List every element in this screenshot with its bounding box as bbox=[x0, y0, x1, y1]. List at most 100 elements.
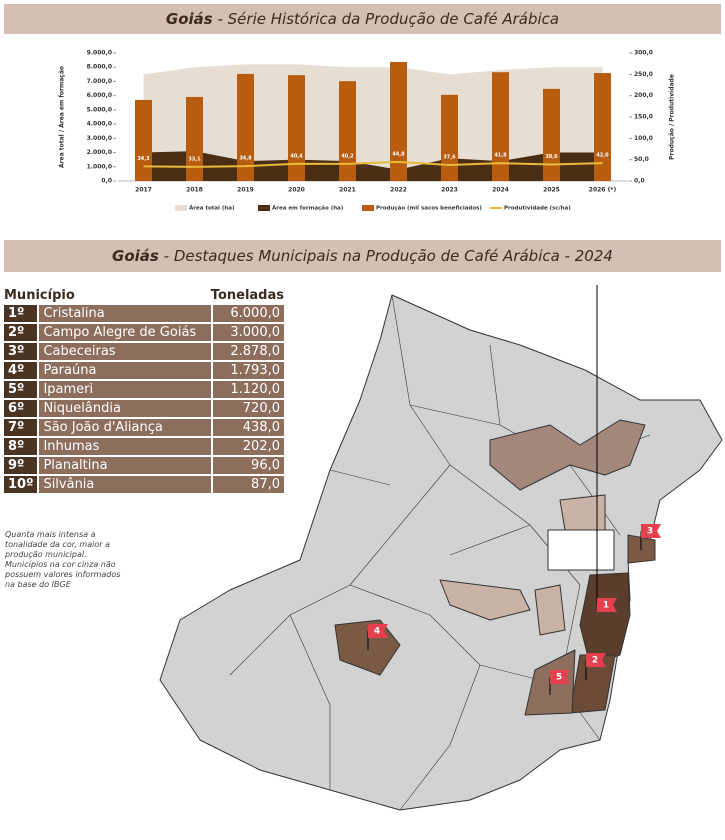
table-row: 10º Silvânia 87,0 bbox=[4, 476, 284, 493]
data-label: 34,3 bbox=[137, 156, 150, 162]
header-bottom: Goiás - Destaques Municipais na Produção… bbox=[4, 240, 721, 272]
region-cristalina bbox=[579, 572, 631, 666]
bar bbox=[390, 61, 407, 181]
y-tick-label: 5.000,0 bbox=[87, 106, 112, 113]
marker-label: 5 bbox=[556, 673, 562, 683]
y-axis-title: Área total / Área em formação bbox=[59, 66, 66, 168]
y-tick-label: 7.000,0 bbox=[87, 78, 112, 85]
data-label: 40,2 bbox=[341, 153, 354, 159]
table-row: 8º Inhumas 202,0 bbox=[4, 438, 284, 455]
federal-district bbox=[547, 529, 615, 571]
municipality: São João d'Aliança bbox=[37, 419, 211, 436]
header-strong: Goiás bbox=[112, 247, 159, 265]
rank: 4º bbox=[4, 362, 38, 379]
rank: 3º bbox=[4, 343, 38, 360]
column-header: Município bbox=[4, 288, 75, 303]
y-tick-label: 6.000,0 bbox=[87, 92, 112, 99]
x-tick-label: 2019 bbox=[237, 187, 254, 194]
municipality: Niquelândia bbox=[37, 400, 211, 417]
y-tick-label: 4.000,0 bbox=[87, 121, 112, 128]
y2-tick-label: 150,0 bbox=[634, 114, 653, 121]
y2-tick-label: 250,0 bbox=[634, 71, 653, 78]
legend-swatch bbox=[258, 205, 270, 211]
data-label: 37,6 bbox=[443, 154, 456, 160]
y-tick-label: 3.000,0 bbox=[87, 135, 112, 142]
x-tick-label: 2021 bbox=[339, 187, 356, 194]
marker: 5 bbox=[549, 670, 570, 695]
x-tick-label: 2017 bbox=[135, 187, 152, 194]
header-text: - Série Histórica da Produção de Café Ar… bbox=[217, 10, 560, 28]
data-label: 40,4 bbox=[290, 153, 303, 159]
municipality: Inhumas bbox=[37, 438, 211, 455]
tonnes: 6.000,0 bbox=[210, 305, 284, 322]
bar bbox=[594, 73, 611, 181]
data-label: 33,1 bbox=[188, 156, 201, 162]
bar bbox=[441, 94, 458, 181]
bar bbox=[237, 73, 254, 181]
map-note: Quanta mais intensa a tonalidade da cor,… bbox=[5, 530, 121, 589]
municipality: Ipameri bbox=[37, 381, 211, 398]
tonnes: 96,0 bbox=[210, 457, 284, 474]
bar bbox=[339, 81, 356, 181]
y-tick-label: 0,0 bbox=[101, 178, 112, 185]
x-tick-label: 2020 bbox=[288, 187, 305, 194]
legend-swatch bbox=[175, 205, 187, 211]
bar bbox=[186, 96, 203, 181]
header-top: Goiás - Série Histórica da Produção de C… bbox=[4, 4, 721, 34]
data-label: 41,8 bbox=[494, 153, 507, 159]
rank: 9º bbox=[4, 457, 38, 474]
rank: 5º bbox=[4, 381, 38, 398]
y-tick-label: 8.000,0 bbox=[87, 64, 112, 71]
bar bbox=[135, 99, 152, 181]
rank: 7º bbox=[4, 419, 38, 436]
header-strong: Goiás bbox=[165, 10, 213, 28]
marker-label: 2 bbox=[592, 656, 598, 666]
data-label: 38,6 bbox=[545, 154, 558, 160]
y-tick-label: 9.000,0 bbox=[87, 50, 112, 57]
table-row: 4º Paraúna 1.793,0 bbox=[4, 362, 284, 379]
municipality: Silvânia bbox=[37, 476, 211, 493]
rank: 8º bbox=[4, 438, 38, 455]
tonnes: 2.878,0 bbox=[210, 343, 284, 360]
legend-label: Produtividade (sc/ha) bbox=[504, 206, 571, 212]
tonnes: 87,0 bbox=[210, 476, 284, 493]
area bbox=[143, 151, 603, 181]
municipality: Cristalina bbox=[37, 305, 211, 322]
bar bbox=[288, 75, 305, 181]
table-row: 5º Ipameri 1.120,0 bbox=[4, 381, 284, 398]
y2-tick-label: 300,0 bbox=[634, 50, 653, 57]
y2-tick-label: 0,0 bbox=[634, 178, 645, 185]
rank: 2º bbox=[4, 324, 38, 341]
tonnes: 3.000,0 bbox=[210, 324, 284, 341]
x-tick-label: 2026 (*) bbox=[589, 187, 617, 194]
x-tick-label: 2022 bbox=[390, 187, 407, 194]
tonnes: 202,0 bbox=[210, 438, 284, 455]
data-label: 44,8 bbox=[392, 151, 405, 157]
municipality: Paraúna bbox=[37, 362, 211, 379]
legend-label: Área em formação (ha) bbox=[272, 205, 344, 212]
data-label: 42,0 bbox=[596, 153, 609, 159]
y-tick-label: 1.000,0 bbox=[87, 163, 112, 170]
legend-swatch bbox=[362, 205, 374, 211]
y2-axis-title: Produção / Produtividade bbox=[669, 74, 676, 160]
chart: 0,0 1.000,0 2.000,0 3.000,0 4.000,0 5.000,0 6.… bbox=[59, 50, 676, 212]
y2-tick-label: 50,0 bbox=[634, 156, 649, 163]
header-text: - Destaques Municipais na Produção de Ca… bbox=[163, 247, 613, 265]
tonnes: 438,0 bbox=[210, 419, 284, 436]
bar bbox=[492, 72, 509, 181]
municipality: Cabeceiras bbox=[37, 343, 211, 360]
marker: 2 bbox=[585, 653, 606, 680]
municipality: Planaltina bbox=[37, 457, 211, 474]
table-row: 1º Cristalina 6.000,0 bbox=[4, 305, 284, 322]
y2-tick-label: 100,0 bbox=[634, 135, 653, 142]
legend-label: Produção (mil sacos beneficiados) bbox=[376, 206, 482, 212]
rank: 1º bbox=[4, 305, 38, 322]
y-tick-label: 2.000,0 bbox=[87, 149, 112, 156]
municipality: Campo Alegre de Goiás bbox=[37, 324, 211, 341]
y2-tick-label: 200,0 bbox=[634, 92, 653, 99]
data-label: 34,8 bbox=[239, 156, 252, 162]
tonnes: 1.793,0 bbox=[210, 362, 284, 379]
marker-label: 4 bbox=[374, 627, 380, 637]
table-row: 6º Niquelândia 720,0 bbox=[4, 400, 284, 417]
